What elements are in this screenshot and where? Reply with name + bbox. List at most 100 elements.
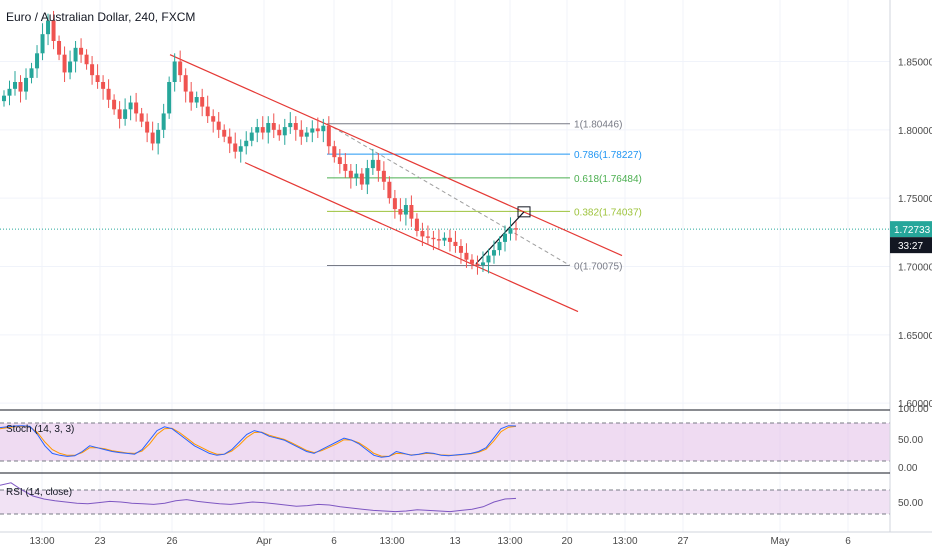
candle-body (381, 170, 386, 182)
countdown-label: 33:27 (898, 241, 923, 252)
candle-body (62, 54, 67, 73)
candle-body (486, 255, 491, 263)
stoch-k-line (0, 425, 517, 458)
candle-body (167, 82, 172, 114)
candle-body (123, 109, 128, 119)
candle-body (508, 228, 513, 234)
candle-body (233, 143, 238, 152)
candle-body (29, 68, 34, 78)
candle-body (150, 132, 155, 144)
candle-body (255, 127, 260, 133)
rsi-band (0, 490, 890, 514)
time-tick-label: 27 (677, 536, 689, 547)
candle-body (101, 82, 106, 89)
fib-ratio: 0.382 (574, 207, 599, 218)
candle-body (431, 237, 436, 240)
stoch-scale-label: 100.00 (898, 404, 929, 415)
candle-body (332, 146, 337, 158)
stoch-d-line (0, 425, 517, 457)
candle-body (112, 99, 117, 110)
candle-body (425, 236, 430, 238)
candle-body (134, 102, 139, 114)
candle-body (321, 125, 326, 132)
candle-body (458, 246, 463, 253)
fib-level-label: 0.786(1.78227) (574, 150, 642, 161)
fib-open-paren: ( (599, 207, 603, 218)
candle-body (2, 95, 6, 102)
candle-body (194, 97, 199, 103)
candle-body (51, 20, 56, 41)
time-tick-label: 13:00 (29, 536, 54, 547)
candle-body (480, 262, 485, 266)
candle-body (348, 170, 353, 178)
candle-body (365, 168, 370, 185)
candle-body (178, 61, 183, 76)
fib-level-label: 0(1.70075) (574, 261, 622, 272)
candle-body (95, 75, 100, 82)
candle-body (398, 209, 403, 215)
stoch-scale-label: 50.00 (898, 435, 923, 446)
candle-body (128, 102, 133, 110)
candle-body (205, 106, 210, 117)
candle-body (172, 61, 177, 82)
time-tick-label: Apr (256, 536, 272, 547)
price-tick-label: 1.70000 (898, 263, 932, 274)
candle-body (183, 75, 188, 92)
candle-body (7, 88, 12, 96)
candle-body (282, 127, 287, 136)
fib-close-paren: ) (639, 174, 642, 185)
rsi-line (0, 482, 517, 513)
fib-price: 1.76484 (602, 174, 639, 185)
candle-body (315, 128, 320, 132)
candle-body (24, 77, 29, 92)
candle-body (436, 239, 441, 241)
candle-body (13, 82, 18, 89)
candle-body (156, 129, 161, 144)
chart-title: Euro / Australian Dollar, 240, FXCM (6, 10, 195, 24)
candle-body (79, 47, 84, 55)
rsi-label: RSI (14, close) (6, 487, 72, 498)
time-tick-label: 13 (449, 536, 461, 547)
time-tick-label: 26 (166, 536, 178, 547)
candle-body (354, 173, 359, 178)
fibonacci-retracement[interactable]: 1(1.80446)0.786(1.78227)0.618(1.76484)0.… (326, 120, 642, 273)
candle-body (90, 64, 95, 76)
candle-body (68, 61, 73, 73)
time-tick-label: 6 (845, 536, 851, 547)
fib-ratio: 0.786 (574, 150, 599, 161)
time-tick-label: 13:00 (379, 536, 404, 547)
candle-body (392, 198, 397, 210)
candle-body (442, 237, 447, 241)
arrow-box (517, 206, 531, 218)
candle-body (491, 250, 496, 256)
candle-body (387, 181, 392, 199)
price-tick-label: 1.65000 (898, 331, 932, 342)
fib-open-paren: ( (580, 261, 584, 272)
fib-close-paren: ) (639, 207, 642, 218)
candle-body (35, 53, 40, 69)
candle-body (514, 228, 518, 230)
candle-body (304, 132, 309, 137)
fib-price: 1.74037 (602, 207, 639, 218)
fib-close-paren: ) (619, 120, 622, 131)
candle-body (326, 125, 331, 147)
candle-body (106, 88, 111, 100)
time-tick-label: 23 (94, 536, 106, 547)
current-price-label: 1.72733 (894, 225, 931, 236)
trend-channel[interactable] (169, 54, 623, 313)
candle-body (299, 129, 304, 137)
candle-body (266, 123, 271, 133)
price-tick-label: 1.75000 (898, 194, 932, 205)
candle-body (260, 127, 265, 133)
time-tick-label: 13:00 (497, 536, 522, 547)
rsi-scale-label: 50.00 (898, 498, 923, 509)
candle-body (464, 252, 469, 260)
candle-body (222, 129, 227, 137)
candle-body (469, 259, 474, 264)
candle-body (117, 109, 122, 119)
candle-body (343, 164, 348, 171)
candle-body (414, 218, 419, 231)
fib-ratio: 1 (574, 120, 580, 131)
